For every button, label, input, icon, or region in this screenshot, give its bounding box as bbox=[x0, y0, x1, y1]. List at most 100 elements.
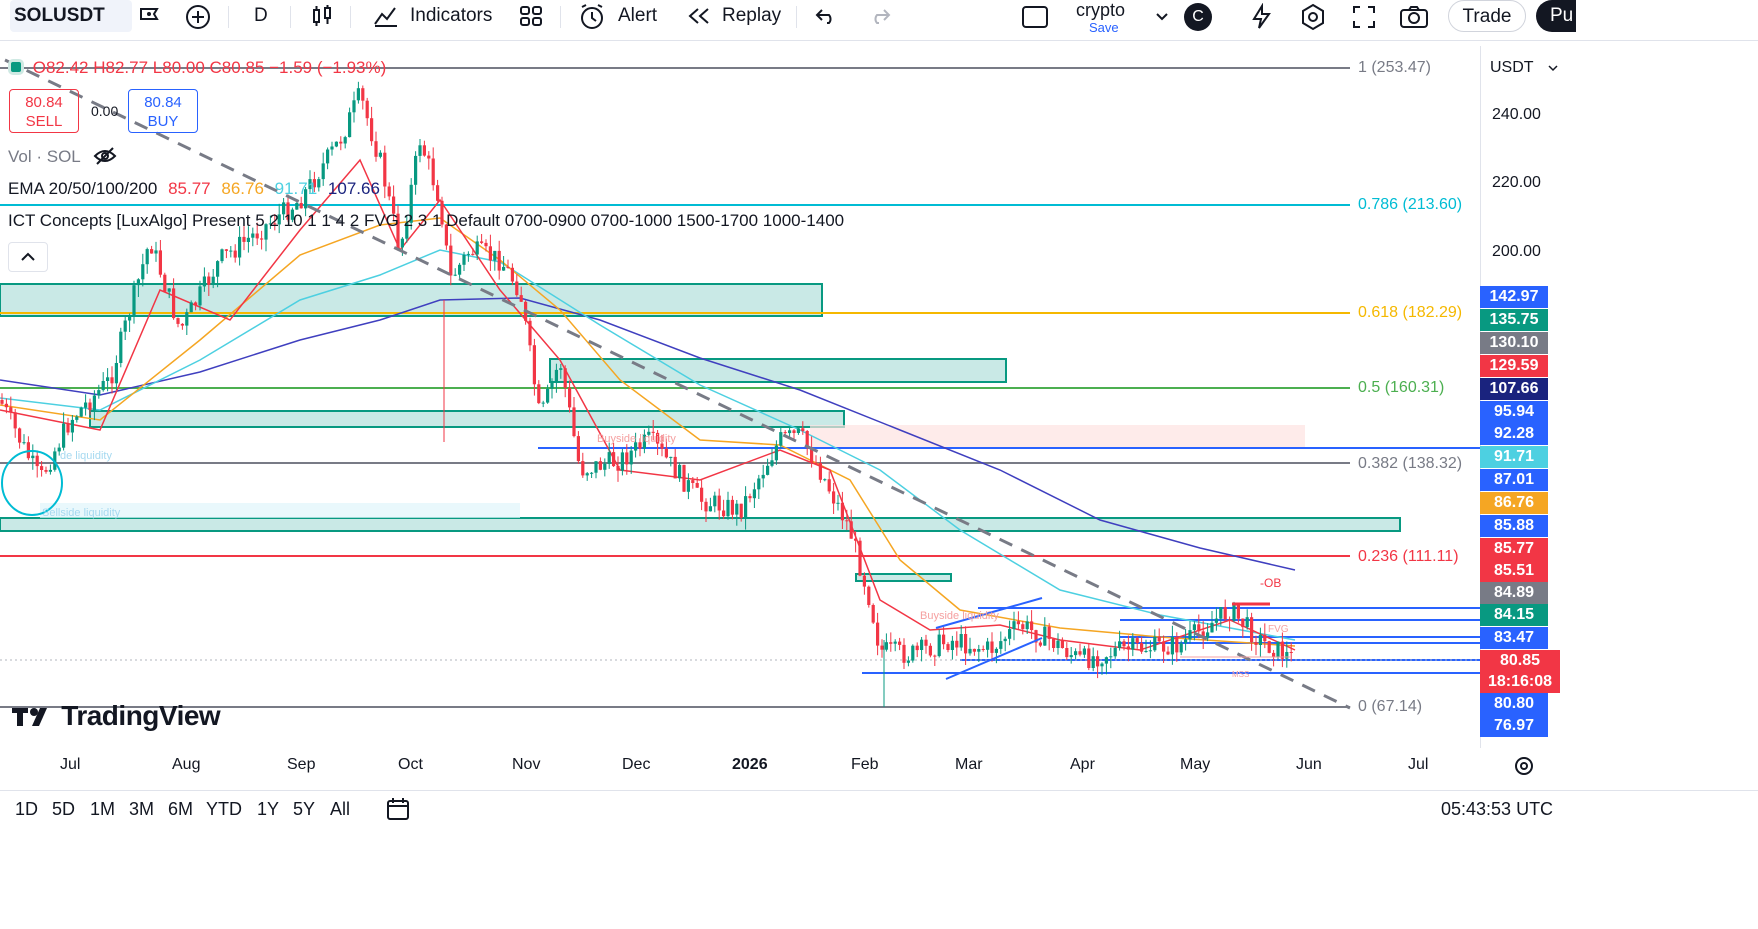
candle-body bbox=[515, 281, 519, 296]
candle-body bbox=[510, 267, 514, 282]
layout-name[interactable]: crypto bbox=[1076, 0, 1126, 20]
range-button-3m[interactable]: 3M bbox=[129, 799, 155, 819]
ohlc-change: −1.59 (−1.93%) bbox=[269, 58, 387, 77]
range-button-5y[interactable]: 5Y bbox=[293, 799, 316, 819]
candle-body bbox=[123, 320, 127, 332]
fib-label-0618: 0.618 (182.29) bbox=[1358, 304, 1463, 321]
candle-body bbox=[647, 431, 651, 435]
settings-gear-icon[interactable] bbox=[1298, 3, 1328, 35]
candle-body bbox=[409, 184, 413, 223]
fvg-label: FVG bbox=[1268, 624, 1289, 635]
ohlc-low: L80.00 bbox=[152, 58, 205, 77]
candle-body bbox=[352, 100, 356, 113]
alert-clock-icon[interactable] bbox=[578, 3, 608, 35]
axis-settings-icon[interactable] bbox=[1512, 754, 1536, 783]
candle-body bbox=[911, 645, 915, 661]
trade-button[interactable]: Trade bbox=[1448, 0, 1526, 32]
candle-body bbox=[823, 479, 827, 481]
sell-label: SELL bbox=[25, 113, 63, 130]
alert-button[interactable]: Alert bbox=[618, 5, 658, 26]
price-axis-label: 80.85 bbox=[1480, 650, 1560, 672]
indicators-icon[interactable] bbox=[372, 4, 400, 36]
candle-body bbox=[616, 466, 620, 471]
indicators-button[interactable]: Indicators bbox=[410, 5, 493, 26]
publish-button[interactable]: Pu bbox=[1536, 0, 1576, 32]
legend-collapse-button[interactable] bbox=[8, 242, 48, 272]
bottom-toolbar: 05:43:53 UTC 1D 5D 1M 3M 6M YTD 1Y 5Y All bbox=[0, 790, 1758, 829]
add-symbol-icon[interactable] bbox=[184, 3, 212, 35]
price-axis-label: 142.97 bbox=[1480, 286, 1548, 308]
layout-single-icon[interactable] bbox=[1020, 3, 1050, 35]
candle-body bbox=[972, 648, 976, 652]
time-scale[interactable]: Jul Aug Sep Oct Nov Dec 2026 Feb Mar Apr May Jun Jul bbox=[0, 748, 1758, 780]
price-axis-label: 76.97 bbox=[1480, 715, 1548, 737]
undo-icon[interactable] bbox=[814, 4, 840, 36]
buy-button[interactable]: 80.84 BUY bbox=[128, 89, 198, 133]
candle-body bbox=[950, 640, 954, 650]
eye-hidden-icon[interactable] bbox=[93, 146, 117, 171]
redo-icon[interactable] bbox=[866, 4, 892, 36]
replay-button[interactable]: Replay bbox=[722, 5, 782, 26]
candle-body bbox=[836, 502, 840, 504]
date-range-calendar-icon[interactable] bbox=[384, 795, 412, 828]
ict-legend: ICT Concepts [LuxAlgo] Present 5 2 10 1 … bbox=[8, 211, 845, 230]
range-button-5d[interactable]: 5D bbox=[52, 799, 76, 819]
candle-body bbox=[1206, 632, 1210, 639]
candle-body bbox=[304, 189, 308, 209]
candle-body bbox=[792, 430, 796, 433]
quick-search-icon[interactable] bbox=[1248, 3, 1276, 35]
candle-body bbox=[1184, 639, 1188, 644]
candle-body bbox=[22, 442, 26, 444]
layout-save-hint[interactable]: Save bbox=[1089, 20, 1119, 35]
candle-body bbox=[713, 495, 717, 507]
ema200-line bbox=[0, 297, 1296, 571]
chart-type-candles-icon[interactable] bbox=[310, 4, 334, 36]
candle-body bbox=[88, 402, 92, 410]
candle-body bbox=[339, 141, 343, 144]
ema-legend: EMA 20/50/100/200 85.77 86.76 91.71 107.… bbox=[8, 179, 380, 199]
candle-body bbox=[708, 506, 712, 512]
fullscreen-icon[interactable] bbox=[1350, 3, 1378, 35]
candle-body bbox=[598, 461, 602, 470]
range-button-ytd[interactable]: YTD bbox=[206, 799, 242, 819]
candle-body bbox=[669, 456, 673, 458]
compare-add-icon[interactable] bbox=[136, 4, 162, 36]
ohlc-open: O82.42 bbox=[32, 58, 89, 77]
camera-snapshot-icon[interactable] bbox=[1398, 3, 1430, 35]
candle-body bbox=[449, 245, 453, 276]
candle-body bbox=[1148, 650, 1152, 652]
candle-body bbox=[1091, 656, 1095, 668]
range-button-all[interactable]: All bbox=[330, 799, 351, 819]
candle-body bbox=[563, 368, 567, 388]
sell-button[interactable]: 80.84 SELL bbox=[9, 89, 79, 133]
range-button-1m[interactable]: 1M bbox=[90, 799, 116, 819]
user-avatar[interactable]: C bbox=[1184, 3, 1212, 31]
replay-rewind-icon[interactable] bbox=[686, 4, 712, 36]
candle-body bbox=[308, 179, 312, 190]
zone-box bbox=[810, 425, 1305, 448]
candle-body bbox=[334, 141, 338, 147]
candle-body bbox=[1241, 618, 1245, 628]
candle-body bbox=[1135, 638, 1139, 644]
candle-body bbox=[101, 381, 105, 391]
symbol-search[interactable]: SOLUSDT bbox=[10, 0, 132, 32]
chevron-down-icon[interactable] bbox=[1152, 4, 1172, 36]
candle-body bbox=[348, 112, 352, 138]
range-button-1d[interactable]: 1D bbox=[15, 799, 39, 819]
candle-body bbox=[686, 480, 690, 492]
clock-utc[interactable]: 05:43:53 UTC bbox=[1441, 799, 1554, 819]
candle-body bbox=[1250, 617, 1254, 643]
range-button-6m[interactable]: 6M bbox=[168, 799, 194, 819]
candle-body bbox=[475, 241, 479, 255]
candle-body bbox=[1118, 641, 1122, 648]
candle-body bbox=[550, 382, 554, 389]
candle-body bbox=[57, 447, 61, 452]
candle-body bbox=[418, 145, 422, 156]
candle-body bbox=[1285, 652, 1289, 659]
currency-selector[interactable]: USDT bbox=[1486, 54, 1562, 82]
range-button-1y[interactable]: 1Y bbox=[257, 799, 280, 819]
candle-body bbox=[955, 640, 959, 648]
templates-icon[interactable] bbox=[518, 4, 544, 36]
interval-selector[interactable]: D bbox=[254, 5, 268, 26]
